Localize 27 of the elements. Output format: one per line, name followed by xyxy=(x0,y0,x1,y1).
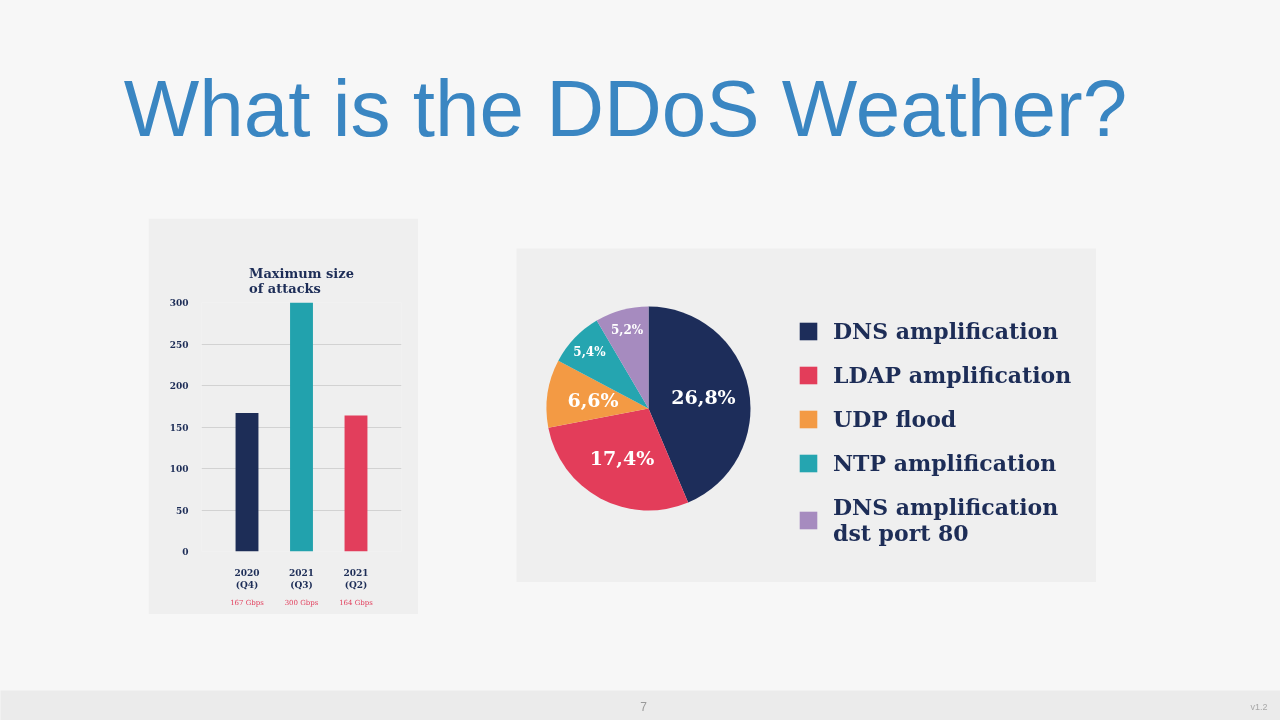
chart-title: Maximum size of attacks xyxy=(249,265,354,296)
legend-label: LDAP amplification xyxy=(833,362,1072,388)
bar xyxy=(235,412,259,552)
x-tick-label: 2021 (Q3) xyxy=(288,567,315,590)
data-label: 26,8% xyxy=(671,386,736,409)
data-label: 5,2% xyxy=(610,322,644,337)
x-tick-label: 2020 (Q4) xyxy=(234,567,260,590)
y-tick-label: 0 xyxy=(182,547,189,557)
y-tick-label: 200 xyxy=(169,381,189,391)
y-tick-label: 250 xyxy=(169,339,189,350)
legend-label: DNS amplification xyxy=(833,318,1059,344)
y-tick-label: 50 xyxy=(175,505,189,516)
legend-label: DNS amplification dst port 80 xyxy=(833,494,1059,546)
data-label: 6,6% xyxy=(567,389,619,412)
data-label: 17,4% xyxy=(589,446,655,469)
bar xyxy=(344,415,368,552)
bar xyxy=(290,302,313,552)
data-label: 5,4% xyxy=(573,345,607,360)
text: 7 xyxy=(640,700,648,714)
text: v1.2 xyxy=(1250,701,1268,712)
x-tick-label: 2021 (Q2) xyxy=(343,567,369,590)
legend-label: UDP flood xyxy=(833,406,957,432)
y-tick-label: 100 xyxy=(169,464,189,474)
y-tick-label: 300 xyxy=(169,298,189,308)
text: What is the DDoS Weather? xyxy=(123,64,1128,153)
legend-label: NTP amplification xyxy=(833,450,1057,476)
y-tick-label: 150 xyxy=(169,422,189,433)
